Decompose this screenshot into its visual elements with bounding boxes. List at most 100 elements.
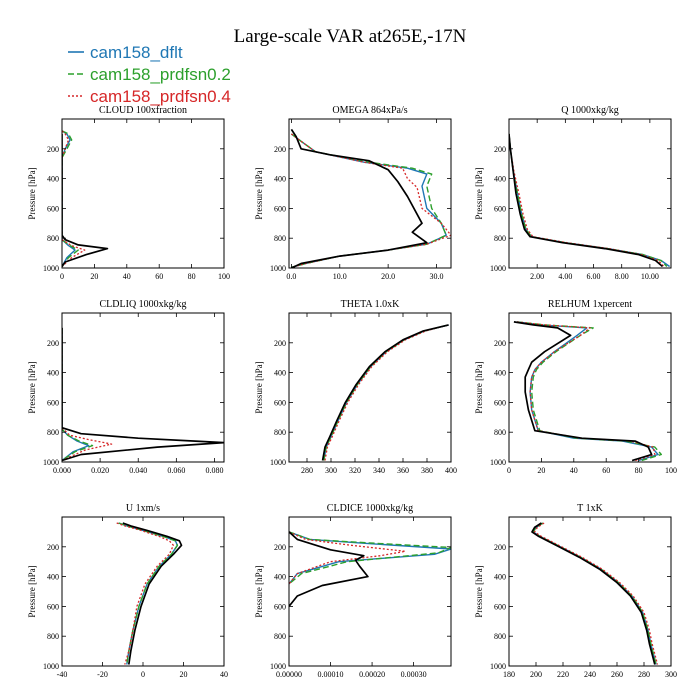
x-tick-label: 80: [635, 466, 643, 475]
x-tick-label: 6.00: [587, 272, 601, 281]
y-axis-label: Pressure [hPa]: [254, 361, 264, 413]
series-u-cam158-prdfsn0-4: [116, 522, 175, 665]
x-tick-label: 10.0: [333, 272, 347, 281]
y-tick-label: 600: [274, 398, 286, 407]
y-axis-label: Pressure [hPa]: [474, 361, 484, 413]
x-tick-label: 0.00000: [276, 670, 302, 679]
panel-omega: 0.0 10.0 20.0 30.0 200 400 600 800 1000 OMEGA 864…: [254, 105, 452, 281]
series-cloud-cam158-prdfsn0-2: [62, 130, 79, 267]
x-tick-label: 280: [638, 670, 650, 679]
panel-title: RELHUM 1xpercent: [548, 299, 632, 310]
y-tick-label: 400: [274, 175, 286, 184]
series-omega-reference: [290, 128, 428, 268]
y-tick-label: 400: [494, 175, 506, 184]
y-axis-label: Pressure [hPa]: [254, 167, 264, 219]
y-tick-label: 200: [274, 145, 286, 154]
y-tick-label: 1000: [43, 458, 59, 467]
x-tick-label: -40: [57, 670, 68, 679]
plot-frame: [61, 312, 225, 463]
series-q-reference: [509, 133, 664, 268]
series-relhum-reference: [513, 321, 653, 462]
panel-title: OMEGA 864xPa/s: [332, 105, 407, 116]
plot-frame: [288, 118, 452, 269]
series-u-reference: [122, 522, 183, 665]
y-tick-label: 400: [274, 369, 286, 378]
x-tick-label: 20: [90, 272, 98, 281]
x-tick-label: 60: [602, 466, 610, 475]
y-tick-label: 600: [494, 204, 506, 213]
x-tick-label: 4.00: [558, 272, 572, 281]
x-tick-label: 340: [373, 466, 385, 475]
series-cldice-reference: [289, 531, 369, 607]
y-tick-label: 1000: [490, 264, 506, 273]
y-tick-label: 800: [494, 428, 506, 437]
x-tick-label: 200: [530, 670, 542, 679]
y-axis-label: Pressure [hPa]: [27, 167, 37, 219]
y-tick-label: 800: [47, 632, 59, 641]
series-cloud-reference: [62, 133, 109, 267]
panel-cldliq: 0.000 0.020 0.040 0.060 0.080 200 400 600 800 100…: [27, 299, 225, 475]
plot-frame: [61, 118, 225, 269]
series-cldliq-cam158-dflt: [62, 327, 90, 462]
panel-title: THETA 1.0xK: [341, 299, 400, 310]
panel-theta: 280 300 320 340 360 380 400 200 400 600 800 1000 THE…: [254, 299, 457, 475]
y-axis-label: Pressure [hPa]: [27, 565, 37, 617]
y-tick-label: 800: [494, 632, 506, 641]
y-tick-label: 400: [47, 175, 59, 184]
y-tick-label: 600: [274, 204, 286, 213]
x-tick-label: 20: [537, 466, 545, 475]
y-tick-label: 200: [47, 339, 59, 348]
panel-t: 180 200 220 240 260 280 300 200 400 600 800 1000 T 1…: [474, 503, 677, 679]
y-tick-label: 1000: [490, 662, 506, 671]
panel-title: Q 1000xkg/kg: [561, 105, 619, 116]
x-tick-label: 0.060: [167, 466, 185, 475]
x-tick-label: 220: [557, 670, 569, 679]
y-tick-label: 200: [494, 145, 506, 154]
x-tick-label: 8.00: [615, 272, 629, 281]
plot-frame: [508, 312, 672, 463]
panel-cldice: 0.00000 0.00010 0.00020 0.00030 200 400 600 800…: [254, 503, 452, 679]
x-tick-label: 40: [220, 670, 228, 679]
y-axis-label: Pressure [hPa]: [27, 361, 37, 413]
x-tick-label: 0: [507, 466, 511, 475]
plot-frame: [508, 118, 672, 269]
x-tick-label: 360: [397, 466, 409, 475]
x-tick-label: 300: [665, 670, 677, 679]
y-tick-label: 400: [47, 369, 59, 378]
y-tick-label: 200: [494, 339, 506, 348]
y-tick-label: 400: [494, 369, 506, 378]
panel-title: CLOUD 100xfraction: [99, 105, 187, 116]
x-tick-label: 80: [188, 272, 196, 281]
x-tick-label: 0: [141, 670, 145, 679]
legend-label-cam158-prdfsn0-2: cam158_prdfsn0.2: [90, 65, 231, 84]
panel-relhum: 0 20 40 60 80 100 200 400 600 800 1000 RELHUM 1xper…: [474, 299, 677, 475]
series-cldliq-cam158-prdfsn0-2: [62, 327, 94, 462]
legend-label-cam158-dflt: cam158_dflt: [90, 43, 183, 62]
legend: cam158_dflt cam158_prdfsn0.2 cam158_prdfsn…: [68, 43, 231, 106]
x-tick-label: 0.0: [286, 272, 296, 281]
y-tick-label: 200: [494, 543, 506, 552]
panel-cloud: 0 20 40 60 80 100 200 400 600 800 1000 CLOUD 100xfr…: [27, 105, 230, 281]
x-tick-label: 20.0: [381, 272, 395, 281]
x-tick-label: 30.0: [429, 272, 443, 281]
y-axis-label: Pressure [hPa]: [474, 167, 484, 219]
legend-label-cam158-prdfsn0-4: cam158_prdfsn0.4: [90, 87, 231, 106]
y-tick-label: 400: [47, 573, 59, 582]
y-tick-label: 400: [494, 573, 506, 582]
y-tick-label: 600: [274, 602, 286, 611]
y-tick-label: 1000: [43, 264, 59, 273]
series-cldice-cam158-prdfsn0-2: [289, 531, 451, 585]
y-tick-label: 1000: [270, 662, 286, 671]
series-theta-reference: [321, 324, 449, 461]
series-u-cam158-prdfsn0-2: [118, 522, 179, 665]
panel-title: CLDICE 1000xkg/kg: [327, 503, 413, 514]
x-tick-label: 400: [445, 466, 457, 475]
x-tick-label: 380: [421, 466, 433, 475]
panel-u: -40 -20 0 20 40 200 400 600 800 1000 U 1xm/s Pressu…: [27, 503, 228, 679]
series-t-cam158-prdfsn0-4: [533, 522, 659, 665]
x-tick-label: 0: [60, 272, 64, 281]
x-tick-label: 2.00: [530, 272, 544, 281]
series-t-reference: [531, 522, 656, 665]
x-tick-label: 40: [123, 272, 131, 281]
